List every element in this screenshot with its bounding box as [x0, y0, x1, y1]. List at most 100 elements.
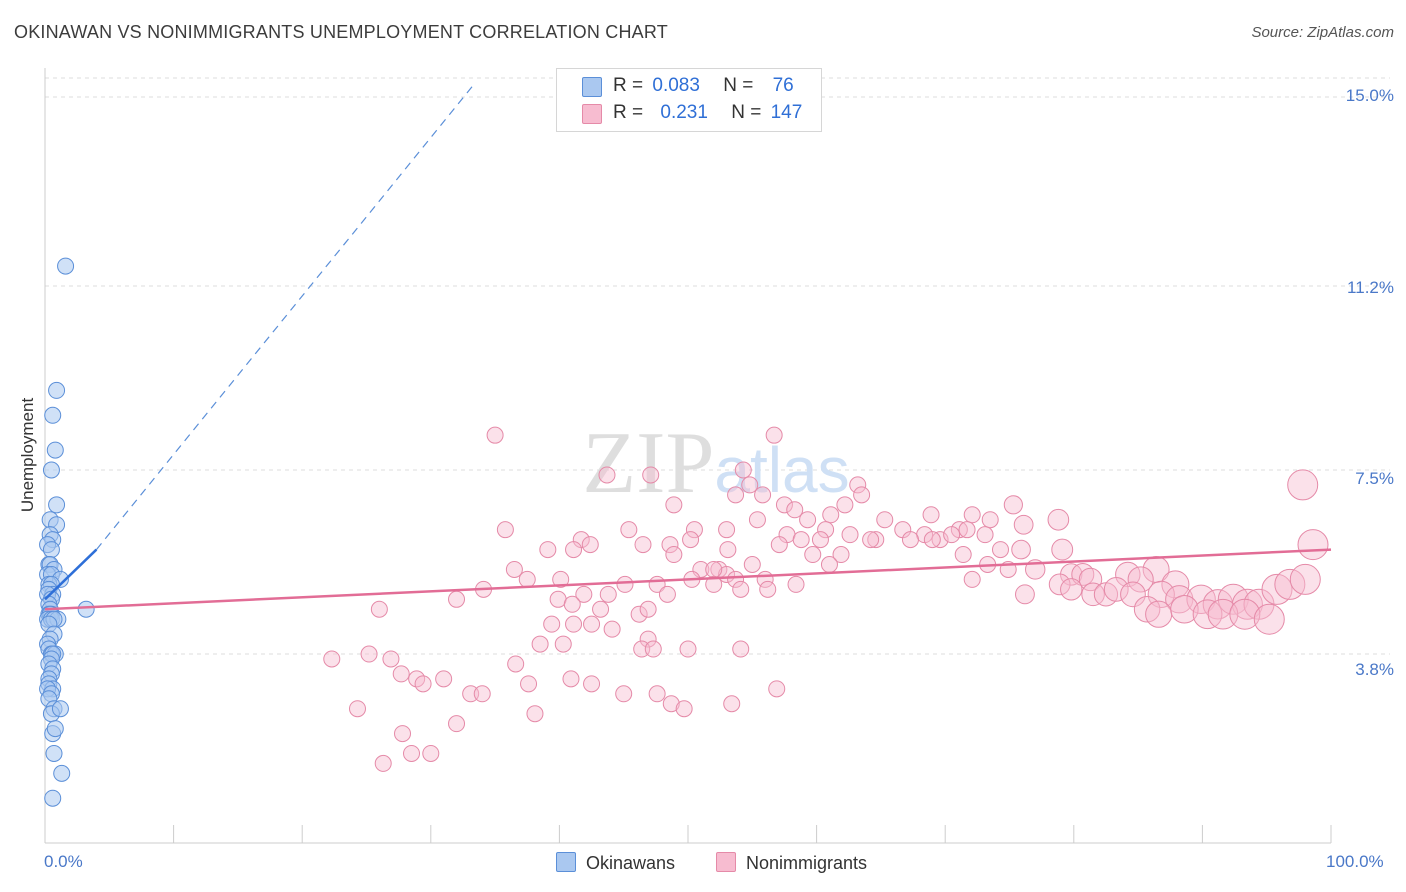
nonimmigrants-point — [862, 531, 880, 549]
nonimmigrants-point — [759, 580, 777, 598]
nonimmigrants-point — [507, 655, 525, 673]
nonimmigrants-point — [565, 615, 583, 633]
nonimmigrants-point — [603, 620, 621, 638]
nonimmigrants-point — [639, 600, 657, 618]
okinawans-trend-extension — [95, 81, 477, 550]
nonimmigrants-point — [832, 546, 850, 564]
okinawans-point — [48, 496, 66, 514]
legend-okinawans-label: Okinawans — [586, 853, 676, 873]
nonimmigrants-point — [1289, 563, 1321, 595]
nonimmigrants-point — [414, 675, 432, 693]
x-tick-label: 100.0% — [1326, 852, 1384, 871]
nonimmigrants-point — [822, 506, 840, 524]
nonimmigrants-point — [583, 615, 601, 633]
nonimmigrants-point — [639, 630, 657, 648]
okinawans-point — [77, 600, 95, 618]
nonimmigrants-point — [923, 531, 941, 549]
nonimmigrants-point — [473, 685, 491, 703]
nonimmigrants-point — [665, 496, 683, 514]
nonimmigrants-trend-line — [44, 548, 1332, 611]
nonimmigrants-point — [382, 650, 400, 668]
nonimmigrants-point — [1013, 514, 1034, 535]
y-axis-label: Unemployment — [18, 397, 37, 513]
nonimmigrants-point — [991, 541, 1009, 559]
nonimmigrants-point — [1297, 529, 1329, 561]
nonimmigrants-point — [976, 526, 994, 544]
nonimmigrants-point — [741, 476, 759, 494]
nonimmigrants-point — [598, 466, 616, 484]
nonimmigrants-point — [1047, 508, 1070, 531]
nonimmigrants-point — [1071, 562, 1095, 586]
okinawans-point — [48, 381, 66, 399]
nonimmigrants-point — [1011, 539, 1031, 560]
r-label: R = — [613, 75, 644, 96]
nonimmigrants-point — [435, 670, 453, 688]
nonimmigrants-point — [1051, 538, 1074, 561]
nonimmigrants-point — [1231, 588, 1263, 620]
n-value: 76 — [772, 75, 794, 96]
trend-lines — [44, 81, 1332, 611]
okinawans-point — [57, 257, 75, 275]
nonimmigrants-swatch — [582, 104, 602, 124]
nonimmigrants-point — [648, 685, 666, 703]
nonimmigrants-point — [817, 521, 835, 539]
n-value: 147 — [770, 102, 803, 123]
nonimmigrants-point — [1048, 573, 1071, 596]
nonimmigrants-point — [1103, 576, 1129, 602]
nonimmigrants-point — [1015, 584, 1035, 605]
okinawans-point — [42, 541, 60, 559]
okinawans-point — [46, 441, 64, 459]
n-label: N = — [723, 75, 754, 96]
nonimmigrants-point — [876, 511, 894, 529]
nonimmigrants-point — [841, 526, 859, 544]
nonimmigrants-point — [718, 521, 736, 539]
nonimmigrants-point — [1081, 582, 1105, 607]
nonimmigrants-point — [804, 546, 822, 564]
nonimmigrants-point — [539, 541, 557, 559]
nonimmigrants-point — [520, 675, 538, 693]
source-label: Source: ZipAtlas.com — [1251, 24, 1394, 41]
legend-nonimmigrants-label: Nonimmigrants — [746, 853, 868, 873]
nonimmigrants-point — [518, 570, 536, 588]
nonimmigrants-point — [1229, 598, 1261, 630]
nonimmigrants-point — [719, 541, 737, 559]
nonimmigrants-point — [853, 486, 871, 504]
okinawans-swatch — [556, 852, 576, 872]
nonimmigrants-point — [543, 615, 561, 633]
nonimmigrants-point — [448, 590, 466, 608]
nonimmigrants-point — [770, 536, 788, 554]
nonimmigrants-point — [620, 521, 638, 539]
nonimmigrants-point — [526, 705, 544, 723]
nonimmigrants-point — [734, 461, 752, 479]
nonimmigrants-point — [616, 575, 634, 593]
y-tick-label: 7.5% — [1355, 469, 1394, 488]
nonimmigrants-point — [754, 486, 772, 504]
nonimmigrants-point — [727, 486, 745, 504]
nonimmigrants-point — [615, 685, 633, 703]
nonimmigrants-point — [552, 570, 570, 588]
nonimmigrants-point — [765, 426, 783, 444]
nonimmigrants-point — [599, 585, 617, 603]
nonimmigrants-point — [634, 536, 652, 554]
nonimmigrants-point — [360, 645, 378, 663]
nonimmigrants-point — [820, 555, 838, 573]
okinawans-swatch — [582, 77, 602, 97]
nonimmigrants-point — [1003, 495, 1023, 515]
nonimmigrants-point — [1165, 585, 1194, 614]
nonimmigrants-point — [705, 575, 723, 593]
nonimmigrants-point — [1147, 580, 1175, 608]
nonimmigrants-point — [1261, 573, 1293, 605]
nonimmigrants-point — [1253, 603, 1285, 635]
r-label: R = — [613, 102, 644, 123]
nonimmigrants-point — [496, 521, 514, 539]
nonimmigrants-point — [348, 700, 366, 718]
okinawans-point — [46, 720, 64, 738]
nonimmigrants-point — [662, 695, 680, 713]
nonimmigrants-point — [462, 685, 480, 703]
nonimmigrants-point — [374, 754, 392, 772]
nonimmigrants-point — [685, 521, 703, 539]
okinawans-point — [45, 744, 63, 762]
n-label: N = — [731, 102, 762, 123]
nonimmigrants-point — [403, 744, 421, 762]
